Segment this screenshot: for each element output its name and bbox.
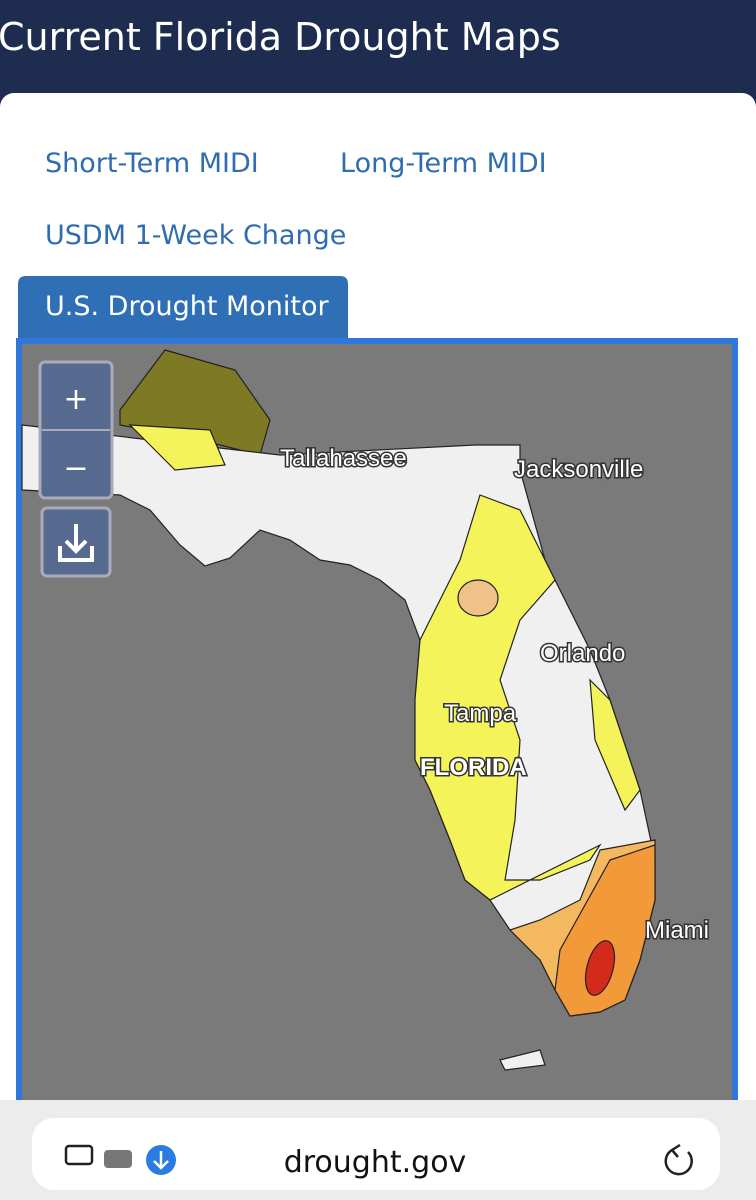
active-tab[interactable]: [18, 276, 348, 338]
map-label: Orlando: [540, 640, 625, 667]
map-label: Tampa: [444, 700, 517, 727]
extension-icon[interactable]: [104, 1150, 132, 1168]
drought-area: [128, 424, 226, 471]
download-icon: [58, 524, 94, 562]
drought-area: [589, 678, 641, 812]
reader-icon[interactable]: [64, 1144, 94, 1166]
map-label: FLORIDA: [420, 754, 527, 781]
address-bar[interactable]: [32, 1118, 720, 1190]
reload-icon[interactable]: [664, 1143, 693, 1176]
active-tab-label[interactable]: U.S. Drought Monitor: [45, 291, 330, 322]
map-label: Tallahassee: [280, 445, 407, 472]
header: [0, 0, 756, 95]
tab[interactable]: Short-Term MIDI: [45, 148, 259, 179]
drought-area: [554, 844, 656, 1017]
download-arrow: [153, 1151, 169, 1170]
url[interactable]: drought.gov: [284, 1145, 467, 1180]
map-label: Miami: [645, 917, 709, 944]
drought-area: [457, 579, 499, 617]
map-shapes: [21, 349, 656, 1071]
zoom-out[interactable]: −: [63, 451, 88, 486]
drought-area: [584, 940, 616, 996]
zoom-in[interactable]: +: [63, 382, 88, 417]
tab[interactable]: USDM 1-Week Change: [45, 220, 346, 251]
keys: [499, 1049, 546, 1071]
map-label: Jacksonville: [514, 456, 643, 483]
page-title: Current Florida Drought Maps: [0, 15, 561, 59]
tab[interactable]: Long-Term MIDI: [340, 148, 547, 179]
